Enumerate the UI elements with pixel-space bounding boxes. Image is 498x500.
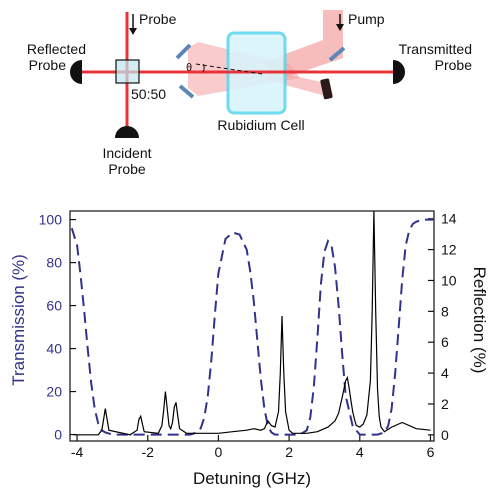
pump-label: Pump [348,11,385,27]
y-right-tick-label: 12 [441,242,457,258]
plot-frame [69,210,435,442]
beamsplitter [115,59,140,84]
bottom-axis: -4 -2 0 2 4 6 [71,435,435,460]
detector-transmitted [393,60,405,84]
y-right-tick-label: 6 [441,334,449,350]
y-left-tick-label: 80 [46,255,62,271]
incident-label-2: Probe [108,161,146,177]
mirror-left-lower [178,84,195,99]
pump-arrow-head [336,24,344,31]
reflection-series-line [73,210,431,436]
y-left-tick-label: 60 [46,298,62,314]
y-right-tick-label: 2 [441,396,449,412]
spectrum-plot: 0 20 40 60 80 100 0 2 4 6 8 10 12 14 -4 -2 0 2 4 6 Detuni… [9,210,489,488]
x-tick-label: 0 [215,444,223,460]
y-axis-title-left: Transmission (%) [9,254,28,386]
left-axis: 0 20 40 60 80 100 [39,212,76,443]
incident-label-1: Incident [102,145,151,161]
x-tick-label: -2 [142,444,155,460]
angle-label: θ [186,62,192,74]
y-left-tick-label: 40 [46,341,62,357]
reflected-label-2: Probe [29,57,67,73]
beamsplitter-label: 50:50 [131,86,166,102]
x-tick-label: 6 [427,444,435,460]
transmitted-label-1: Transmitted [399,41,472,57]
y-left-tick-label: 20 [46,384,62,400]
x-tick-label: 2 [285,444,293,460]
y-right-tick-label: 10 [441,272,457,288]
schematic: θ Probe Pump Reflected Probe Transmitted… [27,10,472,177]
transmitted-label-2: Probe [435,57,473,73]
mirror-left [175,43,192,60]
y-left-tick-label: 0 [54,427,62,443]
x-tick-label: -4 [71,444,84,460]
reflected-label-1: Reflected [27,41,86,57]
probe-arrow-head [129,28,137,35]
beam-dump [320,78,333,100]
x-tick-label: 4 [356,444,364,460]
y-right-tick-label: 8 [441,303,449,319]
cell-label: Rubidium Cell [217,117,304,133]
mirror-pump [328,46,346,62]
right-axis: 0 2 4 6 8 10 12 14 [428,211,457,443]
y-right-tick-label: 0 [441,427,449,443]
y-right-tick-label: 4 [441,365,449,381]
angle-arc [202,63,205,73]
detector-incident [115,126,139,138]
probe-label: Probe [139,11,177,27]
x-axis-title: Detuning (GHz) [193,469,311,488]
transmission-series-line [70,218,434,436]
y-axis-title-right: Reflection (%) [470,267,489,374]
detector-reflected [70,60,82,84]
y-right-tick-label: 14 [441,211,457,227]
y-left-tick-label: 100 [39,212,63,228]
